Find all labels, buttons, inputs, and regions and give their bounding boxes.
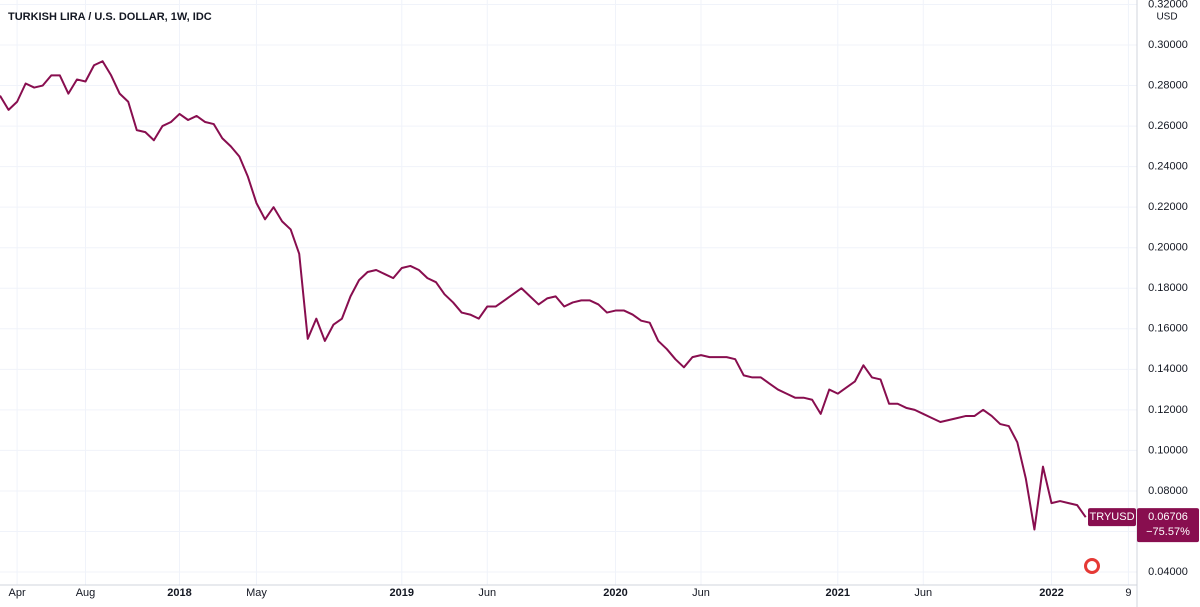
x-tick-label: 2020 [603,587,627,599]
x-tick-label: 2019 [390,587,414,599]
price-tag-value: 0.06706 [1148,511,1188,523]
x-tick-label: 2021 [826,587,850,599]
price-tag-change: −75.57% [1146,526,1190,538]
x-tick-label: May [246,587,267,599]
price-line [0,60,1087,531]
y-tick-label: 0.14000 [1148,363,1188,375]
y-tick-label: 0.16000 [1148,323,1188,335]
price-tag [1137,508,1199,543]
y-tick-label: 0.08000 [1148,485,1188,497]
flag-icon [1084,558,1100,574]
y-tick-label: 0.32000 [1148,0,1188,10]
y-tick-label: 0.10000 [1148,444,1188,456]
x-tick-label: 9 [1125,587,1131,599]
grid [0,0,1137,585]
y-tick-label: 0.20000 [1148,242,1188,254]
unit-label: USD [1156,12,1177,23]
chart-title: TURKISH LIRA / U.S. DOLLAR, 1W, IDC [8,11,212,23]
x-tick-label: Jun [914,587,932,599]
symbol-tag [1088,508,1136,527]
x-tick-label: Jun [692,587,710,599]
y-tick-label: 0.22000 [1148,201,1188,213]
y-tick-label: 0.28000 [1148,79,1188,91]
y-tick-label: 0.18000 [1148,282,1188,294]
y-tick-label: 0.04000 [1148,566,1188,578]
x-tick-label: 2022 [1039,587,1063,599]
x-tick-label: 2018 [167,587,191,599]
x-tick-label: Apr [9,587,26,599]
x-tick-label: Jun [478,587,496,599]
y-tick-label: 0.12000 [1148,404,1188,416]
x-tick-label: Aug [76,587,96,599]
symbol-tag-label: TRYUSD [1089,511,1134,523]
y-tick-label: 0.30000 [1148,39,1188,51]
y-tick-label: 0.26000 [1148,120,1188,132]
y-tick-label: 0.24000 [1148,161,1188,173]
